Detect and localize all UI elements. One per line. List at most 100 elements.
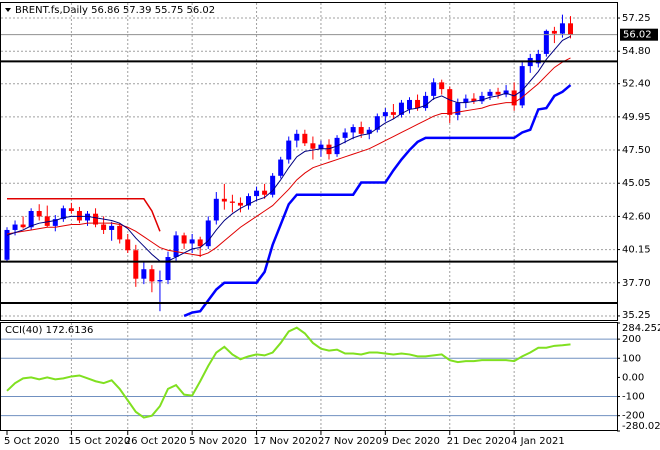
x-tick-label: 17 Nov 2020 xyxy=(254,436,318,447)
candle-body xyxy=(28,210,34,228)
candle-body xyxy=(173,235,179,258)
candle-body xyxy=(44,216,50,226)
y-tick-label: 54.80 xyxy=(622,46,651,57)
candle-body xyxy=(407,99,412,110)
candle-body xyxy=(519,66,525,106)
indicator-line xyxy=(6,57,571,257)
candle-body xyxy=(374,116,380,130)
candle-body xyxy=(60,208,66,220)
y-tick-label: -200 xyxy=(622,411,645,422)
candle-body xyxy=(109,225,115,230)
cci-line xyxy=(6,326,571,419)
candle-body xyxy=(487,91,493,96)
candle-body xyxy=(117,225,123,240)
candle-body xyxy=(398,102,404,115)
candle-body xyxy=(302,133,308,144)
candle-body xyxy=(93,213,99,225)
y-tick-label: 45.05 xyxy=(622,178,651,189)
candle-body xyxy=(415,99,421,109)
candle-body xyxy=(358,127,364,134)
x-tick-label: 4 Jan 2021 xyxy=(511,436,565,447)
candle-body xyxy=(189,239,195,244)
candle-body xyxy=(568,23,573,35)
x-tick-label: 26 Oct 2020 xyxy=(125,436,187,447)
last-price-box xyxy=(620,28,658,41)
candle-body xyxy=(157,280,163,282)
candle-body xyxy=(181,235,187,244)
candle-body xyxy=(511,90,517,106)
candle-body xyxy=(237,202,243,206)
last-price-label: 56.02 xyxy=(623,30,652,41)
candle-body xyxy=(205,220,211,247)
indicator-line xyxy=(6,35,571,262)
candle-body xyxy=(165,257,171,281)
candle-body xyxy=(310,143,316,149)
candle-body xyxy=(543,30,549,54)
candle-body xyxy=(326,144,332,155)
candle-body xyxy=(479,95,485,102)
price-pane-frame xyxy=(0,2,618,321)
x-tick-label: 5 Nov 2020 xyxy=(189,436,247,447)
candle-body xyxy=(455,102,461,115)
candle-body xyxy=(471,98,477,102)
candle-body xyxy=(221,198,227,202)
candle-body xyxy=(350,127,356,133)
candle-body xyxy=(431,82,437,96)
y-tick-label: 100 xyxy=(622,353,641,364)
candle-body xyxy=(447,89,453,115)
x-tick-label: 5 Oct 2020 xyxy=(4,436,59,447)
y-tick-label: 47.50 xyxy=(622,145,651,156)
candle-body xyxy=(495,91,501,95)
y-tick-label: 284.2522 xyxy=(622,323,660,334)
candle-body xyxy=(270,175,276,195)
candle-body xyxy=(390,112,396,115)
candle-body xyxy=(318,144,324,149)
x-tick-label: 21 Dec 2020 xyxy=(447,436,511,447)
candle-body xyxy=(213,198,219,221)
price-title: BRENT.fs,Daily 56.86 57.39 55.75 56.02 xyxy=(15,5,215,16)
candle-body xyxy=(133,250,139,279)
candle-body xyxy=(294,133,300,141)
candle-body xyxy=(254,190,260,197)
candle-body xyxy=(262,190,268,195)
x-tick-label: 27 Nov 2020 xyxy=(318,436,382,447)
candle-body xyxy=(278,159,284,176)
candle-body xyxy=(197,239,203,247)
y-tick-label: 200 xyxy=(622,334,641,345)
y-tick-label: -100 xyxy=(622,392,645,403)
x-tick-label: 9 Dec 2020 xyxy=(382,436,440,447)
y-tick-label: 37.70 xyxy=(622,278,651,289)
candle-body xyxy=(20,224,26,228)
candle-body xyxy=(559,23,565,34)
candle-body xyxy=(246,196,251,206)
candle-body xyxy=(12,224,18,230)
candle-body xyxy=(463,98,469,103)
y-tick-label: -280.028 xyxy=(622,421,660,432)
candle-body xyxy=(503,90,509,95)
cci-pane-frame xyxy=(0,322,618,431)
candle-body xyxy=(366,129,372,134)
candle-body xyxy=(68,208,74,211)
candle-body xyxy=(4,229,10,260)
candle-body xyxy=(439,82,445,90)
candle-body xyxy=(535,53,541,64)
indicator-line xyxy=(7,198,161,232)
y-tick-label: 42.60 xyxy=(622,211,651,222)
y-tick-label: 49.95 xyxy=(622,112,651,123)
cci-title: CCI(40) 172.6136 xyxy=(5,325,93,336)
y-tick-label: 0.00 xyxy=(622,372,644,383)
y-tick-label: 35.25 xyxy=(622,310,651,321)
candle-body xyxy=(52,219,58,226)
candle-body xyxy=(286,140,292,160)
candle-body xyxy=(423,95,429,109)
y-tick-label: 40.15 xyxy=(622,245,651,256)
menu-triangle[interactable] xyxy=(5,8,11,12)
candle-body xyxy=(101,224,107,230)
candle-body xyxy=(149,269,155,282)
candle-body xyxy=(76,210,82,221)
candle-body xyxy=(551,30,557,34)
candle-body xyxy=(85,213,90,221)
candle-body xyxy=(141,269,147,279)
